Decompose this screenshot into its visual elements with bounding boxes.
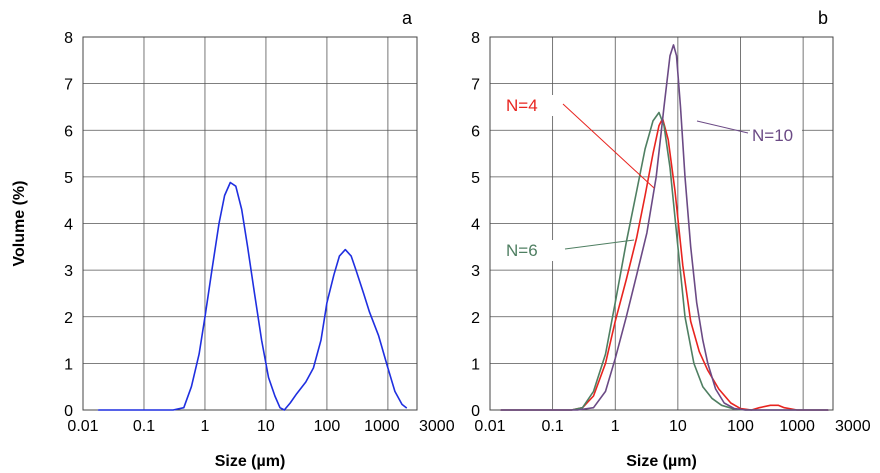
y-axis-label: Volume (%) (11, 181, 28, 267)
x-tick-label: 1000 (364, 418, 400, 435)
x-tick-label: 0.1 (133, 418, 155, 435)
y-tick-label: 3 (471, 263, 480, 280)
x-axis-label: Size (µm) (626, 453, 697, 470)
y-tick-label: 5 (64, 170, 73, 187)
y-tick-label: 8 (64, 30, 73, 47)
y-tick-label: 0 (471, 403, 480, 420)
x-tick-label: 1 (201, 418, 210, 435)
chart-panel-a: 0.01 0.1 1 10 100 1000 3000 0 1 2 3 4 5 6 7 8 Size (µm) V… (11, 8, 455, 470)
panel-label: a (402, 8, 413, 28)
y-tick-label: 2 (471, 310, 480, 327)
x-tick-label: 3000 (419, 418, 455, 435)
y-tick-label: 0 (64, 403, 73, 420)
x-axis-label: Size (µm) (215, 453, 286, 470)
y-tick-label: 2 (64, 310, 73, 327)
plot-frame (489, 36, 834, 411)
y-tick-label: 5 (471, 170, 480, 187)
y-tick-label: 8 (471, 30, 480, 47)
series-line-n4 (500, 117, 829, 411)
series-line-n10 (500, 44, 829, 411)
leader-line-n4 (562, 103, 655, 189)
x-tick-label: 100 (314, 418, 341, 435)
y-tick-label: 1 (471, 356, 480, 373)
x-tick-label: 1 (611, 418, 620, 435)
legend-label-bg (504, 240, 556, 261)
x-tick-label: 10 (257, 418, 275, 435)
legend-label-bg (504, 95, 556, 116)
leader-line-n10 (696, 120, 749, 134)
y-tick-label: 7 (64, 77, 73, 94)
x-tick-label: 10 (669, 418, 687, 435)
series-line-0 (97, 181, 408, 411)
leader-line-n6 (564, 239, 635, 250)
y-tick-label: 4 (471, 217, 480, 234)
legend-label-n4: N=4 (506, 96, 538, 115)
y-tick-label: 4 (64, 217, 73, 234)
x-tick-label: 100 (727, 418, 754, 435)
legend-label-n6: N=6 (506, 241, 538, 260)
chart-panel-b: 0.01 0.1 1 10 100 1000 3000 0 1 2 3 4 5 6 7 8 Size (µm) b… (471, 8, 871, 470)
plot-frame (82, 36, 418, 411)
legend-label-bg (750, 125, 802, 146)
x-tick-label: 0.01 (67, 418, 98, 435)
y-tick-label: 6 (471, 123, 480, 140)
y-tick-label: 7 (471, 77, 480, 94)
y-tick-label: 3 (64, 263, 73, 280)
x-tick-label: 1000 (779, 418, 815, 435)
series-line-n6 (500, 111, 829, 411)
x-tick-label: 0.1 (541, 418, 563, 435)
y-tick-label: 1 (64, 356, 73, 373)
x-tick-label: 3000 (835, 418, 871, 435)
x-tick-label: 0.01 (474, 418, 505, 435)
y-tick-label: 6 (64, 123, 73, 140)
panel-label: b (818, 8, 828, 28)
legend-label-n10: N=10 (752, 126, 793, 145)
